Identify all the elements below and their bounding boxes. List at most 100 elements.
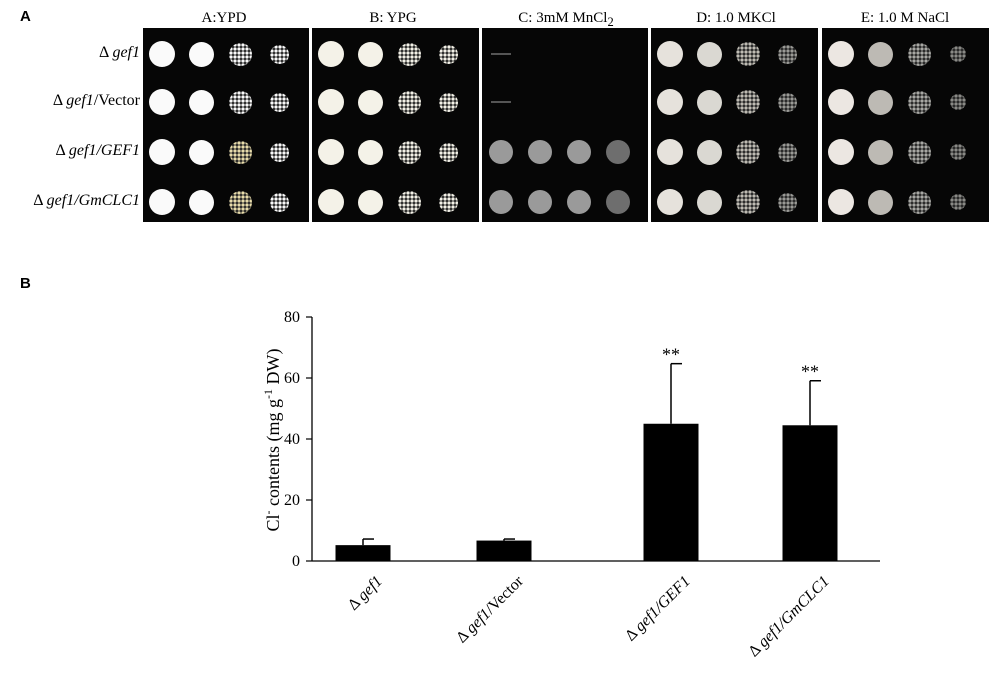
yeast-colony-spot (907, 190, 931, 214)
yeast-colony-spot (907, 42, 931, 66)
yeast-colony-spot (657, 189, 683, 215)
yeast-colony-spot (228, 190, 252, 214)
yeast-colony-spot (149, 139, 175, 165)
strain-label: Δ gef1/Vector (0, 92, 140, 110)
yeast-colony-spot (188, 41, 214, 67)
x-label-suffix: /GmCLC1 (774, 573, 833, 632)
delta-symbol: Δ (33, 192, 47, 209)
yeast-colony-spot (357, 189, 383, 215)
faint-growth-mark (491, 53, 511, 55)
yeast-colony-spot (657, 89, 683, 115)
yeast-colony-spot (149, 189, 175, 215)
condition-header-text: E: 1.0 M NaCl (860, 10, 950, 26)
yeast-colony-spot (269, 192, 289, 212)
yeast-colony-spot (950, 94, 966, 110)
yeast-colony-spot (188, 89, 214, 115)
gene-name: gef1 (112, 44, 140, 61)
y-axis-title-part: DW) (263, 349, 284, 389)
yeast-colony-spot (567, 190, 591, 214)
x-tick-label: Δ gef1/GEF1 (622, 573, 694, 645)
bar (782, 425, 838, 561)
yeast-colony-spot (188, 189, 214, 215)
condition-header-text: D: 1.0 MKCl (696, 10, 776, 26)
yeast-colony-spot (438, 44, 458, 64)
x-tick-label: Δ gef1 (345, 573, 386, 614)
yeast-colony-spot (269, 142, 289, 162)
x-tick-label: Δ gef1/Vector (453, 572, 527, 646)
yeast-colony-spot (777, 142, 797, 162)
yeast-colony-spot (397, 42, 421, 66)
yeast-colony-spot (149, 89, 175, 115)
gene-name: gef1 (66, 92, 94, 109)
yeast-colony-spot (696, 189, 722, 215)
yeast-colony-spot (828, 41, 854, 67)
bar (476, 540, 532, 561)
yeast-colony-spot (828, 89, 854, 115)
yeast-colony-spot (657, 41, 683, 67)
yeast-colony-spot (269, 92, 289, 112)
condition-header: E: 1.0 M NaCl (825, 10, 985, 27)
yeast-colony-spot (907, 140, 931, 164)
yeast-colony-spot (867, 139, 893, 165)
strain-suffix: /GmCLC1 (74, 192, 140, 209)
yeast-colony-spot (777, 192, 797, 212)
strain-label: Δ gef1/GmCLC1 (0, 192, 140, 210)
yeast-colony-spot (950, 46, 966, 62)
x-tick-label: Δ gef1/GmCLC1 (745, 573, 833, 661)
y-tick-label: 40 (284, 431, 300, 448)
y-axis-title-superscript: -1 (261, 389, 275, 399)
yeast-colony-spot (736, 190, 760, 214)
yeast-colony-spot (318, 41, 344, 67)
yeast-colony-spot (228, 90, 252, 114)
condition-header: B: YPG (313, 10, 473, 27)
condition-header-text: C: 3mM MnCl (518, 10, 608, 26)
yeast-colony-spot (828, 139, 854, 165)
yeast-colony-spot (228, 140, 252, 164)
yeast-colony-spot (228, 42, 252, 66)
yeast-colony-spot (828, 189, 854, 215)
yeast-colony-spot (907, 90, 931, 114)
condition-header: D: 1.0 MKCl (656, 10, 816, 27)
yeast-colony-spot (696, 89, 722, 115)
yeast-colony-spot (950, 194, 966, 210)
yeast-colony-spot (489, 190, 513, 214)
y-tick-label: 60 (284, 370, 300, 387)
yeast-colony-spot (606, 190, 630, 214)
yeast-colony-spot (318, 89, 344, 115)
yeast-colony-spot (188, 139, 214, 165)
gene-name: gef1 (46, 192, 75, 209)
x-label-suffix: /GEF1 (650, 573, 694, 617)
y-axis-title-superscript: - (261, 510, 275, 514)
yeast-colony-spot (357, 89, 383, 115)
bar (643, 423, 699, 561)
yeast-colony-spot (438, 92, 458, 112)
strain-label: Δ gef1/GEF1 (0, 142, 141, 160)
strain-suffix: /GEF1 (96, 142, 140, 159)
y-tick-label: 20 (284, 492, 300, 509)
y-tick-label: 0 (292, 553, 300, 570)
yeast-colony-spot (528, 190, 552, 214)
yeast-colony-spot (528, 140, 552, 164)
yeast-colony-spot (606, 140, 630, 164)
yeast-colony-spot (867, 189, 893, 215)
yeast-colony-spot (777, 92, 797, 112)
yeast-colony-spot (736, 90, 760, 114)
x-label-suffix: /Vector (482, 572, 527, 617)
yeast-colony-spot (318, 139, 344, 165)
yeast-colony-spot (867, 89, 893, 115)
yeast-colony-spot (950, 144, 966, 160)
yeast-colony-spot (696, 139, 722, 165)
yeast-colony-spot (318, 189, 344, 215)
yeast-colony-spot (357, 41, 383, 67)
condition-header: A:YPD (144, 10, 304, 27)
yeast-colony-spot (269, 44, 289, 64)
faint-growth-mark (491, 101, 511, 103)
panel-b-letter: B (20, 275, 31, 292)
y-axis-title-part: Cl (263, 514, 283, 531)
yeast-colony-spot (736, 42, 760, 66)
yeast-colony-spot (736, 140, 760, 164)
yeast-colony-spot (149, 41, 175, 67)
yeast-colony-spot (438, 192, 458, 212)
y-axis-title: Cl- contents (mg g-1 DW) (261, 349, 284, 532)
